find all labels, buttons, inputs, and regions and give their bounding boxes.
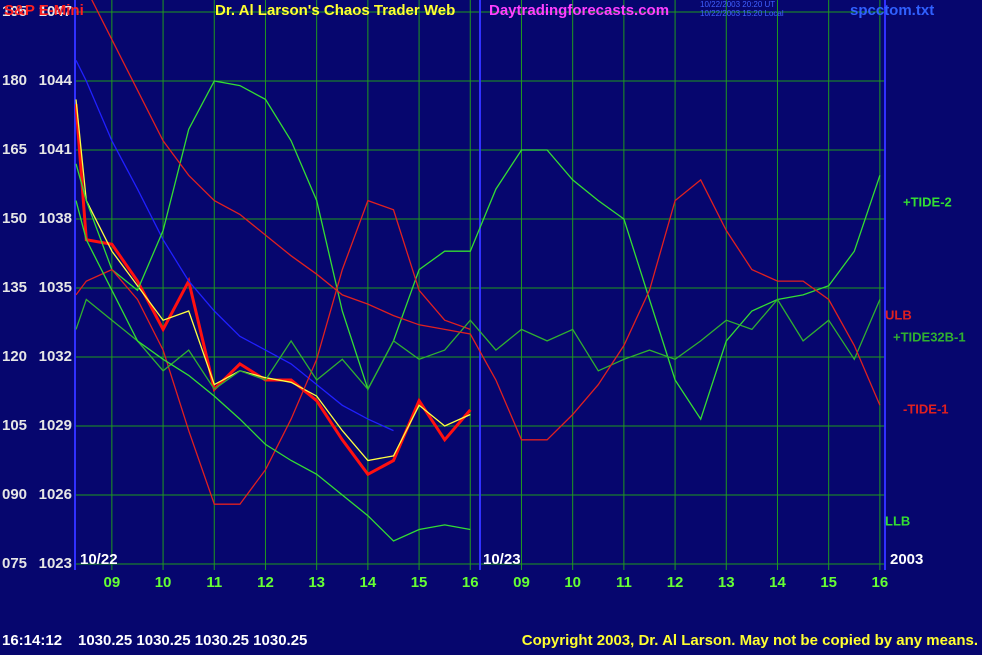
y2-tick-label: 165 — [2, 141, 27, 158]
x-tick-label: 15 — [820, 574, 837, 591]
date-label: 10/23 — [483, 551, 521, 568]
legend-label: -TIDE-1 — [903, 401, 949, 416]
series-line — [91, 0, 881, 441]
y2-tick-label: 180 — [2, 72, 27, 89]
x-tick-label: 13 — [308, 574, 325, 591]
timestamp: 10/22/2003 20:20 UT — [700, 0, 775, 9]
y-tick-label: 1032 — [39, 348, 72, 365]
y-tick-label: 1023 — [39, 555, 72, 572]
series-line — [75, 199, 471, 505]
y2-tick-label: 090 — [2, 486, 27, 503]
date-label: 2003 — [890, 551, 923, 568]
x-tick-label: 12 — [667, 574, 684, 591]
footer-time: 16:14:12 — [2, 632, 62, 649]
legend-label: +TIDE-2 — [903, 194, 952, 209]
x-tick-label: 09 — [513, 574, 530, 591]
title: Dr. Al Larson's Chaos Trader Web — [215, 2, 455, 19]
x-tick-label: 13 — [718, 574, 735, 591]
grid — [75, 0, 885, 570]
file-name: spcctom.txt — [850, 2, 934, 19]
site: Daytradingforecasts.com — [489, 2, 669, 19]
x-tick-label: 11 — [616, 574, 632, 591]
date-label: 10/22 — [80, 551, 118, 568]
series-line — [75, 60, 394, 432]
legend-label: ULB — [885, 307, 912, 322]
y2-tick-label: 135 — [2, 279, 27, 296]
y-tick-label: 1035 — [39, 279, 72, 296]
x-tick-label: 16 — [872, 574, 889, 591]
x-tick-label: 10 — [155, 574, 172, 591]
footer-quote: 1030.25 1030.25 1030.25 1030.25 — [78, 632, 307, 649]
x-tick-label: 09 — [104, 574, 121, 591]
y-tick-label: 1026 — [39, 486, 72, 503]
y-tick-label: 1044 — [39, 72, 73, 89]
copyright: Copyright 2003, Dr. Al Larson. May not b… — [522, 632, 978, 649]
series-line — [75, 298, 881, 391]
y2-tick-label: 120 — [2, 348, 27, 365]
x-tick-label: 14 — [769, 574, 786, 591]
legend-label: LLB — [885, 513, 910, 528]
y-tick-label: 1038 — [39, 210, 72, 227]
x-tick-label: 15 — [411, 574, 428, 591]
series-line — [75, 200, 471, 542]
labels: 1047 1044 1041 1038 1035 1032 1029 1026 1023 195 1… — [2, 3, 966, 591]
symbol: S&P E-Mini — [4, 2, 84, 19]
y2-tick-label: 105 — [2, 417, 27, 434]
x-tick-label: 11 — [206, 574, 222, 591]
x-tick-label: 10 — [564, 574, 581, 591]
timestamp: 10/22/2003 15:20 Local — [700, 9, 784, 18]
x-tick-label: 16 — [462, 574, 479, 591]
y2-tick-label: 075 — [2, 555, 27, 572]
series-line — [75, 80, 881, 421]
y2-tick-label: 150 — [2, 210, 27, 227]
x-tick-label: 14 — [360, 574, 377, 591]
legend-label: +TIDE32B-1 — [893, 329, 966, 344]
x-tick-label: 12 — [257, 574, 274, 591]
series-lines — [75, 0, 881, 542]
y-tick-label: 1029 — [39, 417, 72, 434]
y-tick-label: 1041 — [39, 141, 72, 158]
series-line — [75, 99, 471, 462]
y-tick-label: 1047 — [39, 3, 72, 20]
y2-tick-label: 195 — [2, 3, 27, 20]
